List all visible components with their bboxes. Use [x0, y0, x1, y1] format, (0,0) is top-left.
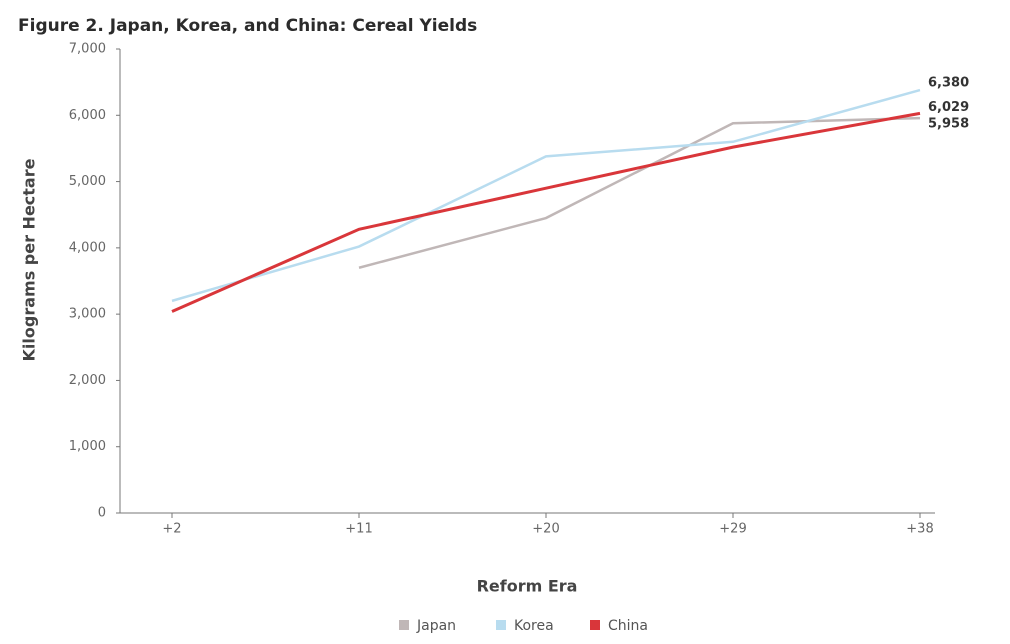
y-tick-label: 6,000: [69, 108, 106, 123]
legend-swatch: [590, 620, 600, 630]
value-label: 6,029: [928, 100, 969, 115]
y-axis-title: Kilograms per Hectare: [20, 158, 39, 361]
value-label: 6,380: [928, 76, 969, 91]
y-tick-label: 4,000: [69, 240, 106, 255]
x-tick-label: +2: [162, 522, 181, 537]
y-tick-label: 2,000: [69, 373, 106, 388]
x-tick-label: +38: [906, 522, 933, 537]
series-line: [358, 116, 921, 269]
series-line: [171, 111, 921, 313]
x-tick-label: +20: [532, 522, 559, 537]
legend-label: Korea: [514, 618, 554, 634]
y-tick-label: 0: [98, 506, 106, 521]
legend-swatch: [496, 620, 506, 630]
chart-title: Figure 2. Japan, Korea, and China: Cerea…: [18, 16, 477, 36]
value-label: 5,958: [928, 117, 969, 132]
x-tick-label: +29: [719, 522, 746, 537]
series-line: [171, 88, 921, 303]
legend-label: Japan: [416, 618, 456, 634]
y-tick-label: 5,000: [69, 174, 106, 189]
y-tick-label: 7,000: [69, 42, 106, 57]
x-axis-title: Reform Era: [477, 577, 578, 596]
legend-label: China: [608, 618, 648, 634]
x-tick-label: +11: [345, 522, 372, 537]
y-tick-label: 1,000: [69, 439, 106, 454]
legend-swatch: [399, 620, 409, 630]
y-tick-label: 3,000: [69, 307, 106, 322]
